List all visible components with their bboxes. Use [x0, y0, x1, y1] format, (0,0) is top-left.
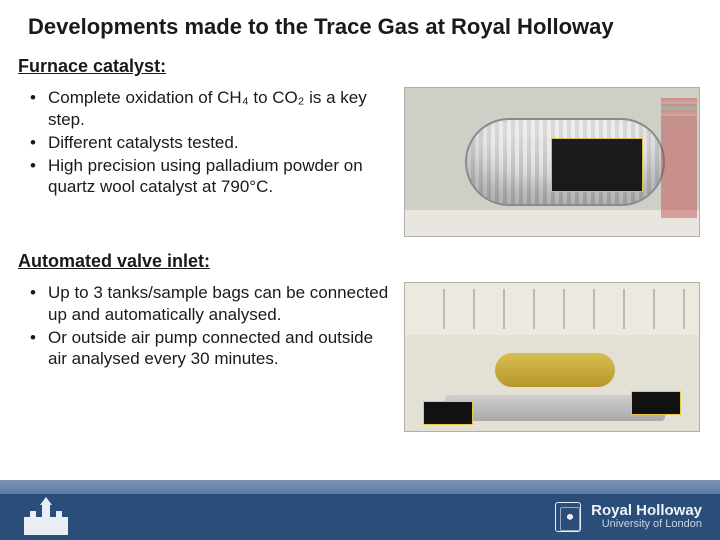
slide-content: Furnace catalyst: Complete oxidation of …: [0, 46, 720, 540]
building-icon: [18, 497, 74, 537]
section2-text: Up to 3 tanks/sample bags can be connect…: [18, 282, 394, 371]
section1-text: Complete oxidation of CH₄ to CO₂ is a ke…: [18, 87, 394, 199]
footer-divider: [0, 480, 720, 494]
slide: Developments made to the Trace Gas at Ro…: [0, 0, 720, 540]
bullet: Up to 3 tanks/sample bags can be connect…: [30, 282, 394, 325]
bullet: High precision using palladium powder on…: [30, 155, 394, 198]
institution-block: Royal Holloway University of London: [555, 502, 702, 532]
section1-bullets: Complete oxidation of CH₄ to CO₂ is a ke…: [18, 87, 394, 197]
section2-bullets: Up to 3 tanks/sample bags can be connect…: [18, 282, 394, 369]
section2-row: Up to 3 tanks/sample bags can be connect…: [18, 282, 702, 432]
institution-line2: University of London: [591, 519, 702, 531]
footer: Royal Holloway University of London: [0, 480, 720, 540]
valve-photo: [404, 282, 700, 432]
institution-line1: Royal Holloway: [591, 503, 702, 519]
bullet: Different catalysts tested.: [30, 132, 394, 153]
section1-row: Complete oxidation of CH₄ to CO₂ is a ke…: [18, 87, 702, 237]
footer-main: Royal Holloway University of London: [0, 494, 720, 540]
bullet: Or outside air pump connected and outsid…: [30, 327, 394, 370]
section2-heading: Automated valve inlet:: [18, 251, 702, 272]
slide-title: Developments made to the Trace Gas at Ro…: [0, 0, 720, 46]
crest-icon: [555, 502, 581, 532]
institution-text: Royal Holloway University of London: [591, 503, 702, 530]
section1-image-col: [404, 87, 702, 237]
section1-heading: Furnace catalyst:: [18, 56, 702, 77]
furnace-photo: [404, 87, 700, 237]
bullet: Complete oxidation of CH₄ to CO₂ is a ke…: [30, 87, 394, 130]
section2-image-col: [404, 282, 702, 432]
